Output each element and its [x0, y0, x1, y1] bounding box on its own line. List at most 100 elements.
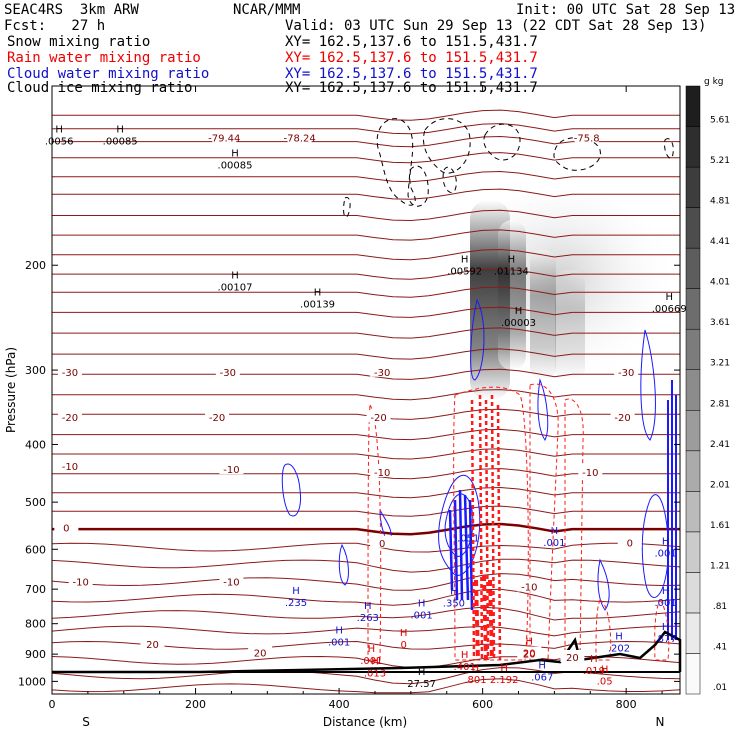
isotherm-label-bg: [517, 579, 542, 592]
y-tick-label: 1000: [18, 675, 46, 688]
snow-label-max-marker: H: [231, 271, 239, 282]
colorbar-swatch: [685, 207, 701, 249]
isotherm-label-bg: [57, 410, 82, 423]
isotherm-line: [51, 678, 681, 694]
isotherm-line: [51, 606, 681, 621]
snow-label-max-marker: H: [665, 292, 673, 303]
isotherm-line: [52, 389, 680, 401]
cloud-water-label: .001: [655, 598, 677, 609]
y-tick-label: 500: [25, 496, 46, 509]
isotherm-line: [52, 188, 680, 200]
isotherm-label-bg: [212, 130, 237, 143]
isotherm-label-bg: [370, 535, 395, 548]
isotherm-line: [51, 558, 681, 573]
isotherm-label-bg: [140, 636, 165, 649]
rain-label: .001: [360, 656, 382, 667]
contour-labels: -79.44 -78.24 -75.8 -30 -30 -30 -30 -20 -20 -20 -2…: [45, 125, 687, 690]
colorbar-swatch: [685, 410, 701, 452]
isotherm-label-bg: [578, 465, 603, 478]
rain-label-max-marker: H: [400, 628, 408, 639]
isotherm-label: -10: [582, 468, 598, 479]
cloud-water-label: .350: [443, 599, 465, 610]
rain-label-max-marker: H: [500, 663, 508, 674]
x-tick-label: 0: [49, 698, 56, 711]
y-tick-label: 300: [25, 364, 46, 377]
isotherm-label-bg: [370, 465, 395, 478]
snow-label-max-marker: H: [55, 125, 63, 136]
isotherm-label: -75.8: [574, 133, 600, 144]
colorbar-label: 5.21: [710, 156, 730, 166]
legend-cloudice-xy: XY= 162.5,137.6 to 151.5,431.7: [285, 80, 538, 96]
legend-snow-xy: XY= 162.5,137.6 to 151.5,431.7: [285, 34, 538, 50]
snow-label-max-marker: H: [515, 306, 523, 317]
isotherm-line: [51, 588, 681, 606]
legend-cloudice-label: Cloud ice mixing ratio: [7, 80, 193, 96]
max-label-max-marker: H: [418, 667, 426, 678]
isotherm-line: [52, 522, 680, 536]
rain-label-max-marker: H: [601, 664, 609, 675]
isotherm-label-bg: [68, 574, 93, 587]
y-tick-label: 400: [25, 438, 46, 451]
isotherm-label-bg: [614, 364, 639, 377]
cloud-water-label: .001: [543, 538, 565, 549]
legend-rain-xy: XY= 162.5,137.6 to 151.5,431.7: [285, 50, 538, 66]
forecast-hour: Fcst: 27 h: [4, 18, 106, 34]
cloud-water-label: .235: [285, 598, 307, 609]
isotherm-label-bg: [560, 649, 585, 662]
isotherm-label: -79.44: [208, 133, 240, 144]
cloud-water-label: .263: [357, 613, 379, 624]
colorbar-label: 4.01: [710, 278, 730, 288]
cloud-water-label-max-marker: H: [364, 601, 372, 612]
colorbar-swatch: [685, 126, 701, 168]
isotherm-line: [52, 408, 680, 420]
colorbar-label: 5.61: [710, 116, 730, 126]
plot-frame: [51, 85, 681, 695]
isotherm-label-bg: [574, 130, 599, 143]
colorbar-swatch: [685, 166, 701, 208]
snow-label: .00107: [218, 283, 253, 294]
snow-label-max-marker: H: [231, 149, 239, 160]
isotherm-line: [51, 542, 681, 553]
isotherm-label: 0: [379, 539, 385, 550]
colorbar: .01 .41 .81 1.21 1.61 2.01 2.41 2.81 3.21 3.61 4.0…: [685, 77, 730, 695]
isotherm-line: [52, 248, 680, 261]
isotherm-line: [52, 152, 680, 164]
y-tick-label: 200: [25, 259, 46, 272]
x-axis-title: Distance (km): [323, 715, 407, 729]
x-axis-end-label: N: [656, 715, 665, 729]
isotherm-label: 0: [63, 524, 69, 535]
isotherm-label: -30: [220, 368, 236, 379]
snow-label: .00592: [447, 267, 482, 278]
snow-label: .0056: [45, 137, 74, 148]
cloud-water-label-max-marker: H: [551, 526, 559, 537]
rain-label-max-marker: H: [371, 657, 379, 668]
y-tick-label: 700: [25, 583, 46, 596]
isotherm-label: -30: [62, 368, 78, 379]
isotherm-line: [52, 348, 680, 360]
isotherm-line: [51, 625, 681, 637]
cloud-water-label-max-marker: H: [292, 586, 300, 597]
isotherm-label-bg: [57, 459, 82, 472]
isotherm-label-bg: [248, 645, 273, 658]
cloud-water-label: .051: [457, 533, 479, 544]
isotherm-line: [52, 109, 680, 121]
x-tick-label: 200: [185, 698, 206, 711]
isotherm-lines: [51, 109, 681, 694]
isotherm-line: [52, 268, 680, 280]
x-tick-label: 400: [329, 698, 350, 711]
colorbar-label: 4.81: [710, 197, 730, 207]
snow-contours: [343, 118, 674, 218]
isotherm-label: -20: [370, 413, 386, 424]
isotherm-label-bg: [287, 130, 312, 143]
x-tick-label: 800: [616, 698, 637, 711]
rain-label-max-marker: H: [526, 637, 534, 648]
cloud-water-label: .067: [531, 672, 553, 683]
rain-label-max-marker: H: [590, 654, 598, 665]
colorbar-label: .81: [713, 602, 727, 612]
cloud-water-label: .877: [655, 634, 677, 645]
colorbar-label: .41: [713, 642, 727, 652]
isotherm-label: 20: [254, 649, 267, 660]
snow-label-max-marker: H: [116, 125, 124, 136]
colorbar-swatch: [685, 247, 701, 289]
